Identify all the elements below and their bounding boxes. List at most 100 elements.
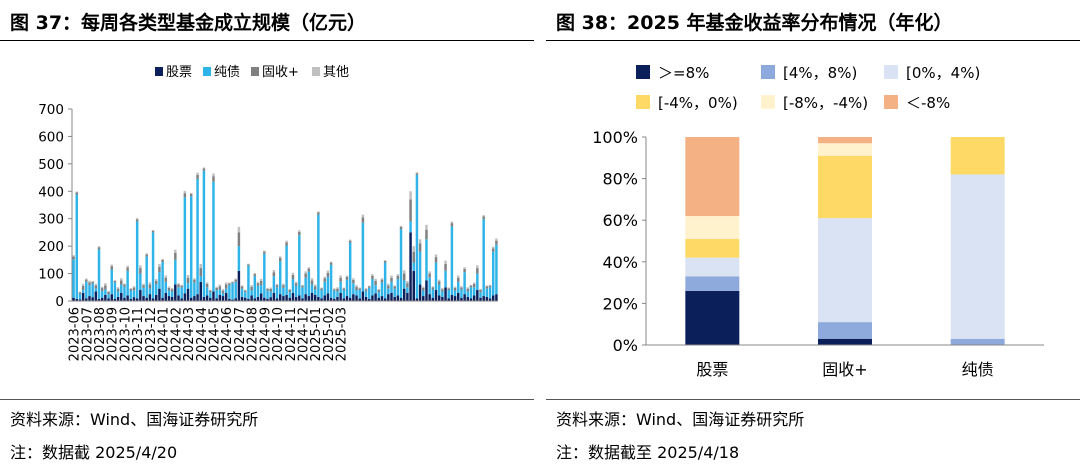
legend-swatch-1: [203, 67, 211, 76]
bar-segment: [139, 268, 142, 274]
y-tick-label-0: 0: [55, 294, 64, 310]
bar-segment: [234, 279, 237, 282]
bar-segment: [196, 172, 199, 175]
bar-segment: [307, 268, 311, 272]
bar-segment: [91, 283, 94, 298]
y-tick-label-5: 100%: [592, 128, 638, 147]
bar-segment: [282, 283, 285, 286]
bar-segment: [348, 242, 352, 298]
bar-segment: [205, 282, 209, 284]
bar-segment: [434, 257, 438, 263]
bar-segment: [278, 257, 282, 262]
bar-segment: [259, 285, 263, 294]
bar-segment: [358, 287, 361, 289]
bar-segment: [399, 297, 403, 301]
bar-segment: [310, 278, 314, 281]
bar-segment: [151, 232, 155, 299]
bar-segment: [482, 216, 485, 220]
bar-segment: [244, 289, 247, 291]
bar-segment: [139, 265, 142, 269]
bar-segment: [383, 262, 387, 299]
left-chart-title: 图 37：每周各类型基金成立规模（亿元）: [10, 12, 367, 34]
bar-segment: [396, 295, 400, 301]
left-date-note: 注：数据截 2025/4/20: [10, 443, 178, 462]
bar-segment: [126, 295, 129, 301]
bar-segment: [409, 199, 412, 222]
bar-segment: [81, 290, 85, 293]
bar-segment: [259, 280, 263, 286]
bar-segment: [457, 277, 460, 282]
bar-segment: [183, 193, 187, 198]
bar-segment: [460, 297, 463, 301]
bar-segment: [256, 281, 260, 284]
bar-segment: [135, 221, 139, 299]
bar-segment: [476, 268, 479, 274]
bar-segment: [278, 256, 282, 258]
bar-segment: [352, 283, 355, 295]
bar-segment: [285, 242, 288, 246]
weekly-fund-issuance-chart: 股票 纯债 固收+ 其他01002003004005006007002023-0620…: [38, 65, 498, 361]
bar-segment: [202, 296, 206, 301]
bar-segment: [202, 170, 206, 297]
bar-segment: [174, 259, 177, 285]
x-category-label-1: 固收+: [822, 360, 867, 379]
bar-segment: [167, 296, 171, 301]
bar-segment: [196, 294, 199, 301]
bar-segment: [113, 280, 117, 281]
bar-segment: [224, 284, 228, 289]
legend-swatch-4: [761, 95, 775, 109]
bar-segment-1-3: [818, 155, 872, 219]
bar-segment: [129, 290, 133, 299]
bar-segment: [278, 294, 282, 301]
bar-segment: [97, 249, 101, 299]
bar-segment: [132, 290, 136, 298]
bar-segment: [212, 176, 215, 182]
bar-segment: [491, 248, 495, 252]
bar-segment: [161, 258, 164, 260]
bar-segment: [189, 194, 193, 197]
bar-segment: [409, 191, 412, 200]
bar-segment: [453, 290, 457, 297]
bar-segment: [218, 284, 222, 287]
bar-segment: [209, 292, 212, 298]
bar-segment: [85, 279, 88, 282]
bar-segment: [291, 272, 295, 275]
bar-segment: [234, 281, 237, 299]
bar-segment: [345, 279, 349, 297]
bar-segment: [97, 298, 101, 301]
bar-segment: [307, 296, 311, 301]
bar-segment: [259, 293, 263, 301]
y-tick-label-4: 80%: [602, 170, 638, 189]
bar-segment: [183, 197, 187, 294]
bar-segment: [148, 294, 152, 301]
bar-segment-2-2: [950, 174, 1005, 339]
bar-segment: [298, 295, 301, 301]
bar-segment: [78, 299, 82, 301]
bar-segment: [453, 287, 457, 291]
x-tick-label-0: 2023-06: [68, 307, 83, 361]
bar-segment: [107, 294, 110, 299]
bar-segment: [310, 292, 314, 301]
bar-segment: [250, 290, 253, 296]
bar-segment: [151, 229, 155, 231]
bar-segment: [209, 289, 212, 291]
bar-segment: [472, 287, 476, 296]
bar-segment: [415, 174, 419, 299]
bar-segment: [288, 288, 292, 291]
bar-segment: [368, 285, 371, 287]
bar-segment: [189, 196, 193, 298]
bar-segment: [253, 276, 257, 299]
bar-segment: [142, 287, 145, 297]
bar-segment: [247, 298, 250, 301]
bar-segment: [193, 282, 196, 297]
bar-segment: [145, 297, 148, 301]
x-tick-label-14: 2024-08: [246, 307, 261, 361]
bar-segment: [72, 255, 75, 257]
bar-segment: [488, 287, 492, 299]
bar-segment: [202, 167, 206, 169]
bar-segment: [129, 288, 133, 289]
bar-segment: [466, 291, 470, 297]
right-footer-rule: [546, 399, 1080, 400]
bar-segment: [199, 281, 202, 301]
bar-segment: [406, 287, 409, 293]
